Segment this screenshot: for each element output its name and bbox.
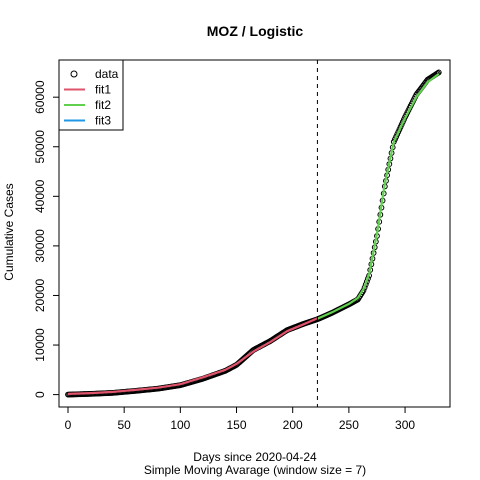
legend-box <box>58 59 124 131</box>
x-tick-label: 250 <box>339 418 359 432</box>
x-tick-label: 150 <box>227 418 247 432</box>
y-tick-label: 50000 <box>33 130 47 164</box>
x-tick-label: 200 <box>283 418 303 432</box>
x-tick-label: 50 <box>117 418 131 432</box>
series-line-fit1 <box>67 317 318 395</box>
legend-label: fit1 <box>95 83 111 97</box>
x-tick-label: 300 <box>395 418 415 432</box>
plot-frame <box>58 59 451 408</box>
chart-title: MOZ / Logistic <box>207 23 304 39</box>
y-tick-label: 10000 <box>33 328 47 362</box>
x-tick-label: 100 <box>170 418 190 432</box>
legend-label: fit2 <box>95 98 111 112</box>
legend-label: fit3 <box>95 114 111 128</box>
axes: 0 50 100 150 200 250 300 0 10000 20000 30000 40000 5… <box>33 59 451 432</box>
x-axis-label: Days since 2020-04-24 <box>193 450 317 464</box>
y-tick-label: 40000 <box>33 179 47 213</box>
legend-label: data <box>95 67 119 81</box>
y-tick-label: 30000 <box>33 229 47 263</box>
plot-area <box>65 60 442 407</box>
series-line-fit2 <box>316 73 440 320</box>
y-tick-label: 20000 <box>33 278 47 312</box>
y-tick-label: 60000 <box>33 80 47 114</box>
chart-subtitle: Simple Moving Avarage (window size = 7) <box>144 463 366 477</box>
x-tick-label: 0 <box>65 418 72 432</box>
y-axis-label: Cumulative Cases <box>2 183 16 280</box>
legend-symbol <box>70 70 78 78</box>
y-tick-label: 0 <box>33 391 47 398</box>
